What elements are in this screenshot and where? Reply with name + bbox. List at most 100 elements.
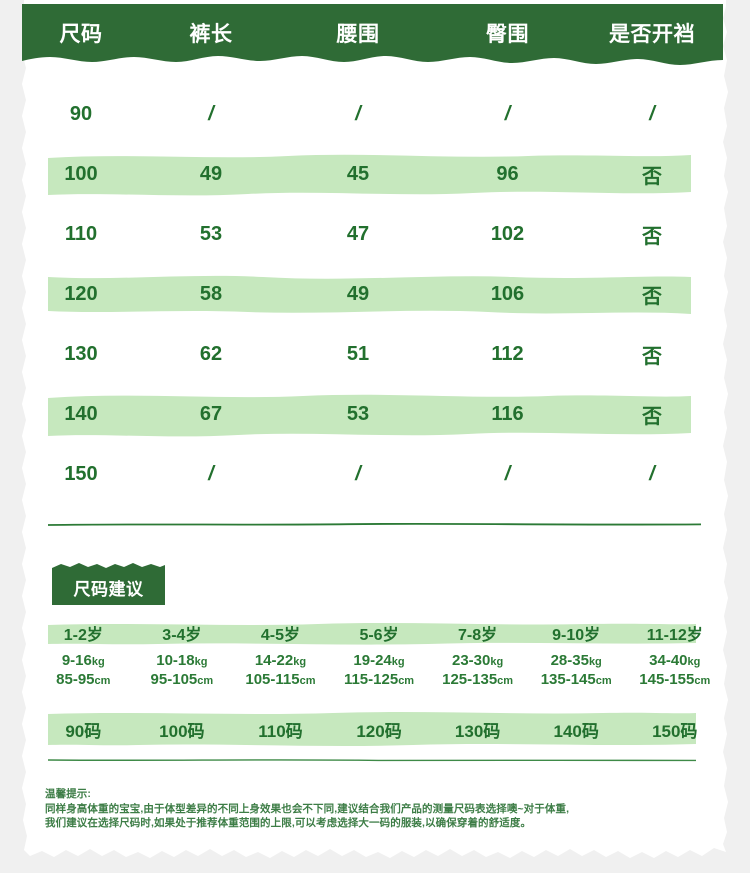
height-value: 145-155 [639, 671, 695, 688]
cell-pant-length: 62 [199, 342, 223, 365]
cell-open-crotch: 否 [642, 405, 662, 428]
cell-size: 120 [64, 282, 98, 305]
age-range-cell: 3-4岁 [162, 627, 202, 644]
age-range-cell: 11-12岁 [646, 627, 703, 644]
height-unit: cm [94, 675, 111, 687]
cell-hip: 102 [490, 222, 525, 245]
weight-value: 23-30 [451, 652, 491, 669]
weight-unit: kg [91, 656, 105, 668]
height-value: 125-135 [442, 671, 498, 688]
age-range-row: 1-2岁 3-4岁 4-5岁 5-6岁 7-8岁 9-10岁 11-12岁 [34, 620, 724, 646]
size-code-cell: 110码 [258, 721, 303, 741]
height-value: 135-145 [540, 671, 596, 688]
age-range-cell: 9-10岁 [552, 627, 601, 644]
height-unit: cm [694, 675, 711, 687]
table-row: 90 / / / / [0, 84, 750, 144]
size-code-cell: 100码 [159, 721, 205, 741]
column-header-open-crotch: 是否开裆 [609, 23, 695, 46]
cell-pant-length: / [208, 102, 214, 125]
table-row: 140 67 53 116 否 [0, 384, 750, 444]
cell-hip: / [504, 462, 511, 485]
table-row: 130 62 51 112 否 [0, 324, 750, 384]
cell-size: 130 [64, 342, 98, 365]
measurement-cell: 19-24kg 115-125cm [330, 652, 429, 690]
code-band-background [48, 710, 696, 748]
cell-open-crotch: 否 [642, 285, 662, 308]
code-band-bottom-rule [47, 749, 697, 762]
column-header-hip: 臀围 [486, 23, 529, 46]
cell-size: 100 [64, 162, 98, 185]
cell-waist: / [355, 102, 361, 125]
table-header-background [22, 4, 723, 65]
height-unit: cm [398, 675, 415, 687]
weight-unit: kg [293, 656, 307, 668]
cell-size: 110 [64, 222, 98, 245]
age-range-cell: 4-5岁 [260, 627, 301, 644]
age-band-background [48, 622, 696, 646]
weight-value: 10-18 [156, 652, 195, 669]
cell-waist: 49 [346, 282, 370, 305]
measurement-cell: 23-30kg 125-135cm [428, 652, 527, 690]
weight-value: 28-35 [550, 652, 589, 669]
measurement-cell: 14-22kg 105-115cm [231, 652, 330, 690]
height-unit: cm [497, 675, 514, 687]
cell-size: 150 [64, 462, 98, 485]
cell-open-crotch: 否 [642, 345, 662, 368]
measurement-row: 9-16kg 85-95cm 10-18kg 95-105cm 14-22kg … [34, 652, 724, 690]
cell-hip: 106 [490, 282, 525, 305]
cell-open-crotch: / [649, 462, 655, 485]
cell-hip: 116 [491, 402, 524, 425]
column-header-size: 尺码 [59, 23, 103, 46]
cell-open-crotch: 否 [642, 165, 662, 188]
cell-size: 140 [64, 402, 98, 425]
table-header: 尺码 裤长 腰围 臀围 是否开裆 [22, 4, 723, 72]
footer-note-line-1: 同样身高体重的宝宝,由于体型差异的不同上身效果也会不下同,建议结合我们产品的测量… [45, 802, 570, 815]
weight-unit: kg [391, 656, 405, 668]
measurement-cell: 34-40kg 145-155cm [625, 652, 724, 690]
age-range-cell: 7-8岁 [458, 627, 498, 644]
weight-value: 34-40 [649, 652, 688, 669]
section-divider [47, 514, 702, 526]
height-value: 95-105 [150, 671, 198, 688]
column-header-pant-length: 裤长 [189, 23, 233, 46]
cell-pant-length: / [208, 462, 214, 485]
code-band-top-rule [47, 704, 697, 717]
size-code-cell: 150码 [652, 721, 698, 741]
cell-open-crotch: / [649, 102, 655, 125]
table-body: 90 / / / / 100 49 45 96 [0, 84, 750, 504]
cell-waist: 51 [346, 342, 370, 365]
cell-pant-length: 53 [199, 222, 223, 245]
table-row: 110 53 47 102 否 [0, 204, 750, 264]
size-code-row: 90码 100码 110码 120码 130码 140码 150码 [34, 710, 724, 748]
cell-waist: 53 [346, 402, 370, 425]
size-suggestion-badge-label: 尺码建议 [73, 579, 144, 599]
cell-pant-length: 67 [199, 402, 223, 425]
age-range-cell: 1-2岁 [63, 627, 103, 644]
size-code-cell: 130码 [454, 721, 501, 741]
cell-hip: 112 [491, 342, 524, 365]
weight-value: 9-16 [61, 652, 92, 669]
table-row: 100 49 45 96 否 [0, 144, 750, 204]
height-value: 85-95 [56, 671, 95, 688]
size-suggestion-badge-background [52, 563, 165, 605]
cell-size: 90 [69, 102, 93, 125]
measurement-cell: 9-16kg 85-95cm [34, 652, 133, 690]
footer-note-title: 温馨提示: [45, 788, 91, 800]
cell-hip: 96 [496, 162, 519, 185]
cell-waist: / [355, 462, 361, 485]
size-suggestion-badge: 尺码建议 [52, 561, 165, 605]
table-row: 150 / / / / [0, 444, 750, 504]
cell-hip: / [504, 102, 511, 125]
table-header-cells: 尺码 裤长 腰围 臀围 是否开裆 [22, 4, 723, 62]
footer-note: 温馨提示: 同样身高体重的宝宝,由于体型差异的不同上身效果也会不下同,建议结合我… [45, 787, 705, 831]
size-code-cell: 140码 [553, 721, 599, 741]
weight-value: 19-24 [353, 652, 392, 669]
cell-open-crotch: 否 [642, 225, 662, 248]
weight-unit: kg [490, 656, 504, 668]
height-unit: cm [299, 675, 316, 687]
height-value: 115-125 [343, 671, 399, 688]
footer-note-line-2: 我们建议在选择尺码时,如果处于推荐体重范围的上限,可以考虑选择大一码的服装,以确… [45, 817, 532, 829]
height-value: 105-115 [245, 671, 300, 688]
cell-waist: 45 [346, 162, 370, 185]
cell-pant-length: 58 [199, 282, 223, 305]
